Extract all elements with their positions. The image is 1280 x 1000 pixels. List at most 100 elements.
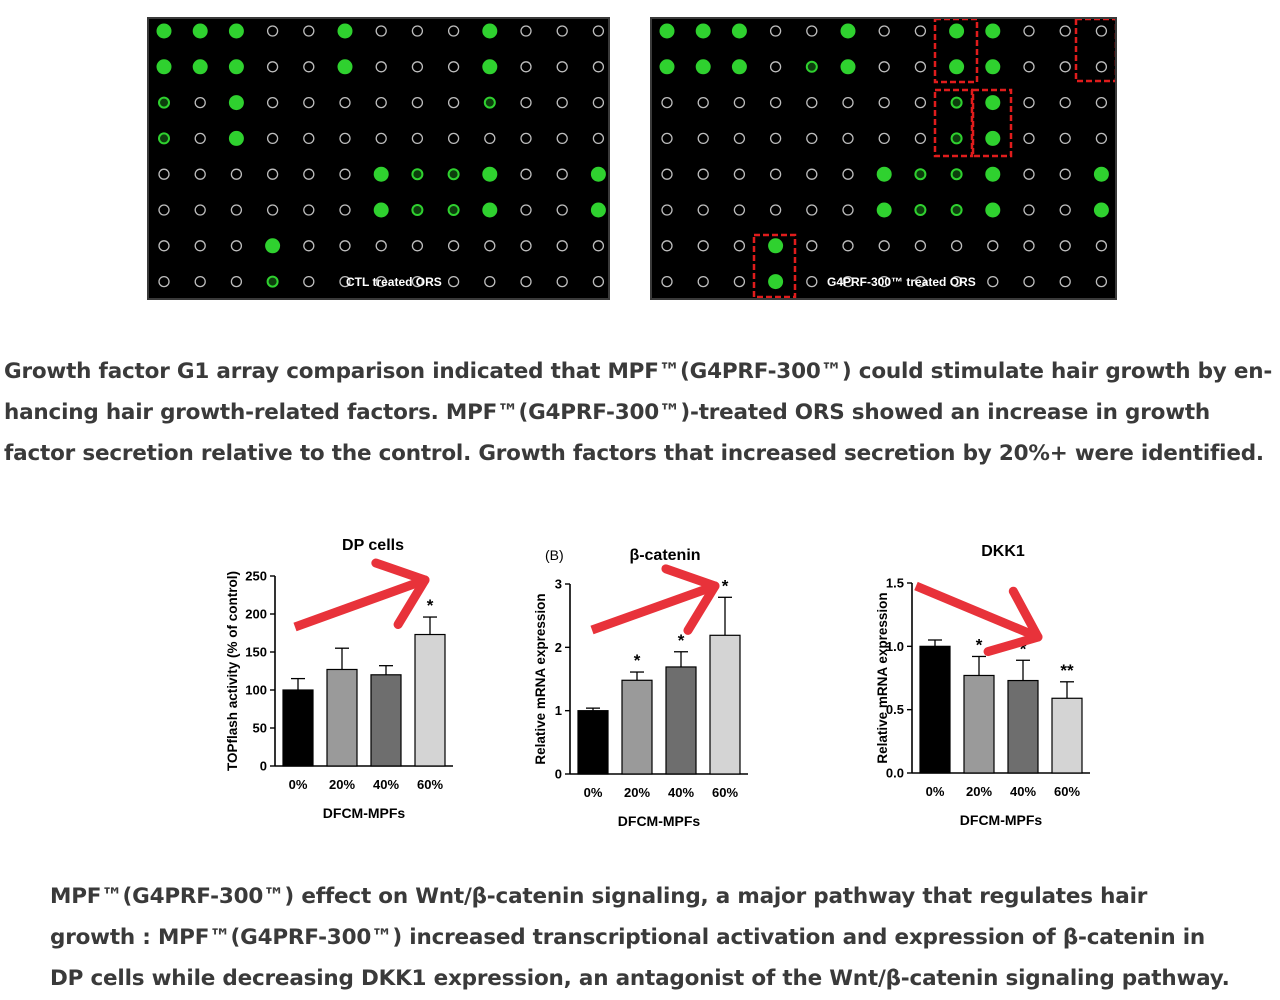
array-spot xyxy=(194,204,206,216)
x-tick-label: 20% xyxy=(624,785,650,800)
array-spot xyxy=(1023,25,1035,37)
array-spot xyxy=(228,23,244,39)
array-spot xyxy=(914,96,927,109)
highlight-box xyxy=(933,19,979,84)
x-axis-label: DFCM-MPFs xyxy=(960,812,1043,828)
bar xyxy=(282,689,314,767)
array-spot xyxy=(1023,168,1035,180)
caption-line: hancing hair growth-related factors. MPF… xyxy=(4,400,1211,425)
array-spot xyxy=(842,275,854,288)
array-spot xyxy=(592,96,605,109)
highlight-box xyxy=(752,233,797,298)
array-spot xyxy=(266,204,279,216)
array-spot xyxy=(230,204,243,216)
array-spot xyxy=(950,275,963,288)
y-tick-label: 0 xyxy=(260,759,267,774)
array-spot xyxy=(158,275,170,288)
array-spot xyxy=(339,275,351,288)
array-spot xyxy=(373,202,389,218)
g4prf-array-label: G4PRF-300™ treated ORS xyxy=(827,275,976,289)
array-spot xyxy=(556,204,568,216)
array-spot xyxy=(590,166,606,182)
array-spot xyxy=(805,60,818,73)
array-spot xyxy=(194,240,206,252)
array-spot xyxy=(1023,61,1035,73)
x-tick-label: 40% xyxy=(668,785,694,800)
array-spot xyxy=(375,96,387,109)
array-spot xyxy=(484,132,496,145)
bar xyxy=(370,674,402,767)
array-spot xyxy=(230,275,243,288)
array-spot xyxy=(876,166,892,182)
array-spot xyxy=(520,168,532,180)
array-spot xyxy=(733,240,746,252)
array-spot xyxy=(733,168,746,180)
significance-mark: * xyxy=(427,596,434,615)
y-tick-label: 1.5 xyxy=(886,576,904,591)
array-spot xyxy=(985,130,1001,146)
array-spot xyxy=(303,204,315,216)
trend-arrow-head xyxy=(371,558,430,585)
array-spot xyxy=(806,25,818,37)
array-spot xyxy=(914,25,927,37)
array-spot xyxy=(806,96,818,109)
array-spot xyxy=(987,275,999,288)
y-axis-label: TOPflash activity (% of control) xyxy=(225,571,240,771)
array-spot xyxy=(950,96,963,109)
array-spot xyxy=(985,202,1001,218)
y-tick-label: 0.5 xyxy=(886,702,904,717)
array-spot xyxy=(303,132,315,145)
y-axis-label: Relative mRNA expression xyxy=(533,593,548,764)
g4prf-array-image: G4PRF-300™ treated ORS xyxy=(650,17,1117,300)
wnt-caption: MPF™(G4PRF-300™) effect on Wnt/β-catenin… xyxy=(50,876,1275,999)
array-spot xyxy=(840,23,856,39)
array-spot xyxy=(842,240,854,252)
array-spot xyxy=(768,238,784,254)
array-spot xyxy=(661,168,673,180)
array-spot xyxy=(484,240,496,252)
array-spot xyxy=(949,23,965,39)
array-spot xyxy=(339,168,351,180)
trend-arrow-shaft xyxy=(590,581,717,635)
array-spot xyxy=(375,240,387,252)
array-spot xyxy=(806,240,818,252)
array-spot xyxy=(556,25,568,37)
array-spot xyxy=(337,23,353,39)
x-axis-label: DFCM-MPFs xyxy=(323,805,406,821)
array-spot xyxy=(769,96,782,109)
array-spot xyxy=(769,168,782,180)
array-spot xyxy=(375,275,387,288)
array-spot xyxy=(339,240,351,252)
array-spot xyxy=(228,130,244,146)
array-spot xyxy=(266,275,279,288)
array-spot xyxy=(266,168,279,180)
x-axis-label: DFCM-MPFs xyxy=(618,813,701,829)
array-spot xyxy=(447,132,460,145)
highlight-box xyxy=(933,88,974,158)
trend-arrow-head xyxy=(1008,586,1043,642)
array-spot xyxy=(339,96,351,109)
bar xyxy=(1051,697,1083,774)
caption-line: DP cells while decreasing DKK1 expressio… xyxy=(50,966,1230,991)
array-spot xyxy=(556,61,568,73)
y-tick-label: 3 xyxy=(555,577,562,592)
bar xyxy=(919,645,951,774)
array-spot xyxy=(520,132,532,145)
array-spot xyxy=(659,23,675,39)
array-spot xyxy=(447,25,460,37)
array-spot xyxy=(411,132,424,145)
array-spot xyxy=(878,240,890,252)
array-spot xyxy=(878,25,890,37)
array-spot xyxy=(482,202,498,218)
array-spot xyxy=(987,240,999,252)
array-spot xyxy=(697,240,709,252)
dp-cells-chart: 0 50 100 150 200 250 0% 20% 40% * 60% DFCM-MPFs TOPf… xyxy=(215,530,485,830)
array-spot xyxy=(769,61,782,73)
array-spot xyxy=(769,25,782,37)
array-spot xyxy=(339,132,351,145)
array-caption: Growth factor G1 array comparison indica… xyxy=(4,351,1280,474)
array-spot xyxy=(1059,25,1071,37)
trend-arrow-head xyxy=(983,632,1043,657)
array-spot xyxy=(482,59,498,75)
array-spot xyxy=(1059,132,1071,145)
